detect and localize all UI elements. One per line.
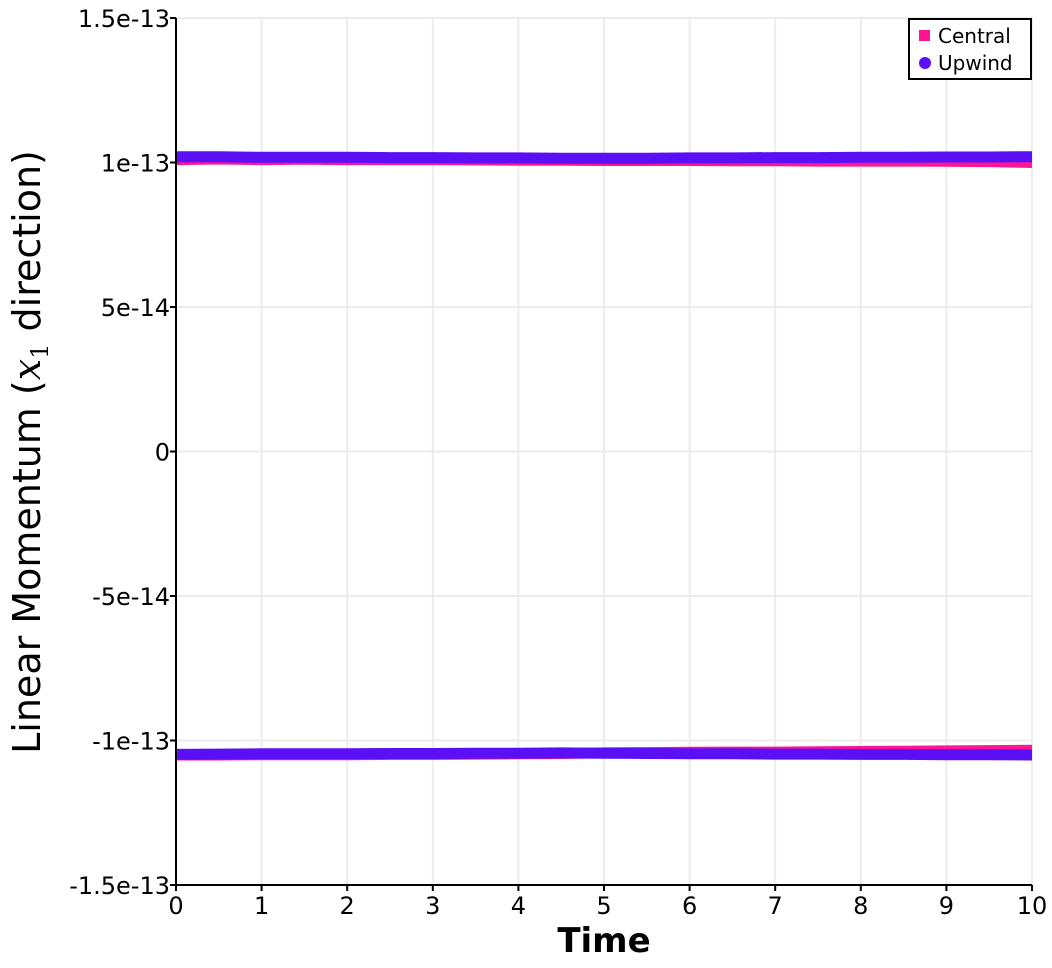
x-tick-label: 6 [682,892,697,920]
y-tick-label: 0 [155,439,170,467]
x-ticks: 0 1 2 3 4 5 6 7 8 9 10 [168,885,1047,920]
y-ticks: 1.5e-13 1e-13 5e-14 0 -5e-14 -1e-13 -1.5e-13 [69,5,176,900]
x-tick-label: 4 [511,892,526,920]
x-tick-label: 0 [168,892,183,920]
y-axis-title-sub: 1 [26,344,54,359]
series-line-upwind-upper [176,151,1033,164]
legend-marker-central [919,30,930,41]
x-tick-label: 3 [425,892,440,920]
y-tick-label: -1.5e-13 [69,872,170,900]
y-tick-label: 5e-14 [101,294,170,322]
legend: Central Upwind [908,18,1032,80]
x-axis-title: Time [557,921,650,961]
y-tick-label: -5e-14 [92,583,170,611]
legend-label-upwind: Upwind [938,51,1013,75]
x-tick-label: 1 [254,892,269,920]
y-axis-title-main: Linear Momentum ( [5,380,49,754]
x-tick-label: 7 [768,892,783,920]
y-tick-label: 1e-13 [101,150,170,178]
series-layer [175,151,1033,761]
x-tick-label: 10 [1017,892,1048,920]
x-tick-label: 5 [596,892,611,920]
y-tick-label: -1e-13 [92,728,170,756]
y-axis-title-var: x [5,359,49,380]
legend-label-central: Central [938,24,1011,48]
x-tick-label: 2 [340,892,355,920]
y-axis-title-end: direction) [5,150,49,343]
legend-marker-upwind [919,57,931,69]
legend-box [908,18,1032,80]
x-tick-label: 9 [939,892,954,920]
x-tick-label: 8 [853,892,868,920]
y-tick-label: 1.5e-13 [78,5,170,33]
series-line-upwind-lower [175,747,1033,761]
y-axis-title: Linear Momentum (x1 direction) [5,150,54,754]
